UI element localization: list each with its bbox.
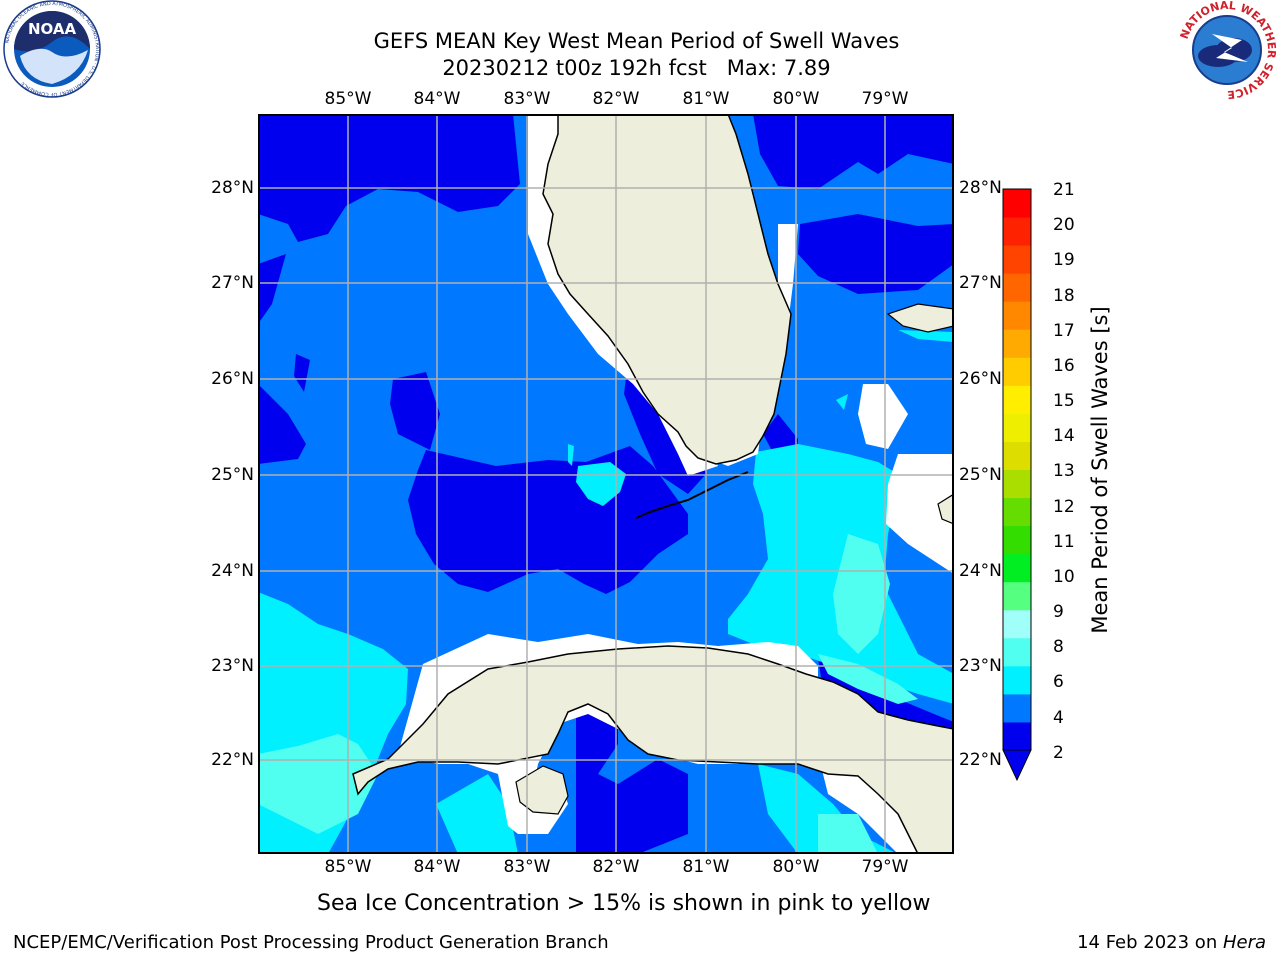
noaa-logo: NOAA NATIONAL OCEANIC AND ATMOSPHERIC AD… — [0, 0, 104, 100]
colorbar-segment — [1003, 693, 1031, 723]
lat-label-right: 22°N — [959, 750, 1002, 770]
lat-label-left: 25°N — [211, 465, 254, 485]
colorbar-segment — [1003, 721, 1031, 751]
colorbar-tick: 13 — [1053, 461, 1075, 481]
footer-date-text: 14 Feb 2023 on — [1077, 932, 1223, 953]
lon-label-top: 80°W — [772, 89, 820, 109]
colorbar-tick: 14 — [1053, 426, 1075, 446]
colorbar-tick: 10 — [1053, 567, 1075, 587]
lat-label-left: 24°N — [211, 561, 254, 581]
lat-label-right: 27°N — [959, 273, 1002, 293]
footer-date: 14 Feb 2023 on Hera — [1077, 932, 1266, 954]
chart-title: GEFS MEAN Key West Mean Period of Swell … — [373, 29, 900, 53]
colorbar-extend-arrow — [1002, 749, 1032, 782]
colorbar-segment — [1003, 245, 1031, 274]
lat-label-left: 22°N — [211, 750, 254, 770]
colorbar-tick: 20 — [1053, 215, 1075, 235]
colorbar-segment — [1003, 413, 1031, 442]
lon-label-bottom: 85°W — [324, 857, 372, 877]
lon-label-bottom: 79°W — [861, 857, 909, 877]
lat-label-left: 23°N — [211, 656, 254, 676]
lat-label-right: 28°N — [959, 178, 1002, 198]
colorbar-tick: 16 — [1053, 356, 1075, 376]
swell-period-map — [258, 114, 954, 854]
colorbar — [1000, 185, 1036, 785]
lon-label-bottom: 82°W — [592, 857, 640, 877]
colorbar-segment — [1003, 273, 1031, 302]
lon-label-top: 85°W — [324, 89, 372, 109]
lon-label-top: 84°W — [413, 89, 461, 109]
colorbar-tick: 12 — [1053, 497, 1075, 517]
colorbar-segment — [1003, 329, 1031, 358]
colorbar-tick: 6 — [1053, 672, 1064, 692]
map-panel — [258, 114, 954, 854]
colorbar-tick: 4 — [1053, 708, 1064, 728]
colorbar-segment — [1003, 609, 1031, 639]
colorbar-segment — [1003, 553, 1031, 583]
colorbar-tick: 21 — [1053, 180, 1075, 200]
lon-label-bottom: 84°W — [413, 857, 461, 877]
colorbar-segment — [1003, 581, 1031, 611]
lon-label-bottom: 80°W — [772, 857, 820, 877]
bahamas-landmass — [886, 303, 954, 333]
lon-label-bottom: 81°W — [682, 857, 730, 877]
colorbar-segment — [1003, 357, 1031, 386]
chart-subtitle: 20230212 t00z 192h fcst Max: 7.89 — [442, 56, 831, 80]
colorbar-tick: 19 — [1053, 250, 1075, 270]
colorbar-tick: 17 — [1053, 321, 1075, 341]
sea-ice-note: Sea Ice Concentration > 15% is shown in … — [317, 891, 931, 916]
colorbar-label: Mean Period of Swell Waves [s] — [1088, 306, 1112, 634]
florida-landmass — [542, 114, 792, 465]
colorbar-tick: 8 — [1053, 637, 1064, 657]
colorbar-tick: 11 — [1053, 532, 1075, 552]
lon-label-top: 81°W — [682, 89, 730, 109]
colorbar-segment — [1003, 665, 1031, 695]
footer-credit: NCEP/EMC/Verification Post Processing Pr… — [13, 932, 609, 953]
lat-label-right: 23°N — [959, 656, 1002, 676]
colorbar-segment — [1003, 301, 1031, 330]
colorbar-ticks: 21 20 19 18 17 16 15 14 13 12 11 10 9 8 … — [1050, 180, 1110, 780]
lon-label-top: 82°W — [592, 89, 640, 109]
colorbar-segment — [1003, 385, 1031, 414]
cuba-landmass — [352, 645, 954, 854]
lat-lon-grid — [258, 114, 954, 854]
footer-host: Hera — [1222, 932, 1266, 953]
noaa-logo-text: NOAA — [28, 20, 77, 38]
florida-keys — [635, 471, 749, 519]
colorbar-tick: 15 — [1053, 391, 1075, 411]
lat-label-right: 24°N — [959, 561, 1002, 581]
colorbar-segment — [1003, 525, 1031, 555]
lat-label-left: 27°N — [211, 273, 254, 293]
bahamas-andros — [937, 493, 954, 525]
lat-label-left: 28°N — [211, 178, 254, 198]
colorbar-segment — [1003, 217, 1031, 246]
lat-label-left: 26°N — [211, 369, 254, 389]
colorbar-tick: 2 — [1053, 743, 1064, 763]
lon-label-top: 79°W — [861, 89, 909, 109]
colorbar-segment — [1003, 441, 1031, 470]
lon-label-bottom: 83°W — [503, 857, 551, 877]
lon-label-top: 83°W — [503, 89, 551, 109]
colorbar-tick: 9 — [1053, 602, 1064, 622]
colorbar-frame — [1002, 188, 1032, 751]
colorbar-segment — [1003, 497, 1031, 527]
isla-juventud — [515, 765, 569, 815]
colorbar-graphic — [1002, 188, 1032, 782]
colorbar-segment — [1003, 189, 1031, 218]
colorbar-tick: 18 — [1053, 286, 1075, 306]
lat-label-right: 25°N — [959, 465, 1002, 485]
map-frame — [258, 114, 954, 854]
lat-label-right: 26°N — [959, 369, 1002, 389]
colorbar-segment — [1003, 469, 1031, 499]
nws-logo: NATIONAL WEATHER SERVICE — [1176, 0, 1278, 101]
colorbar-segment — [1003, 637, 1031, 667]
